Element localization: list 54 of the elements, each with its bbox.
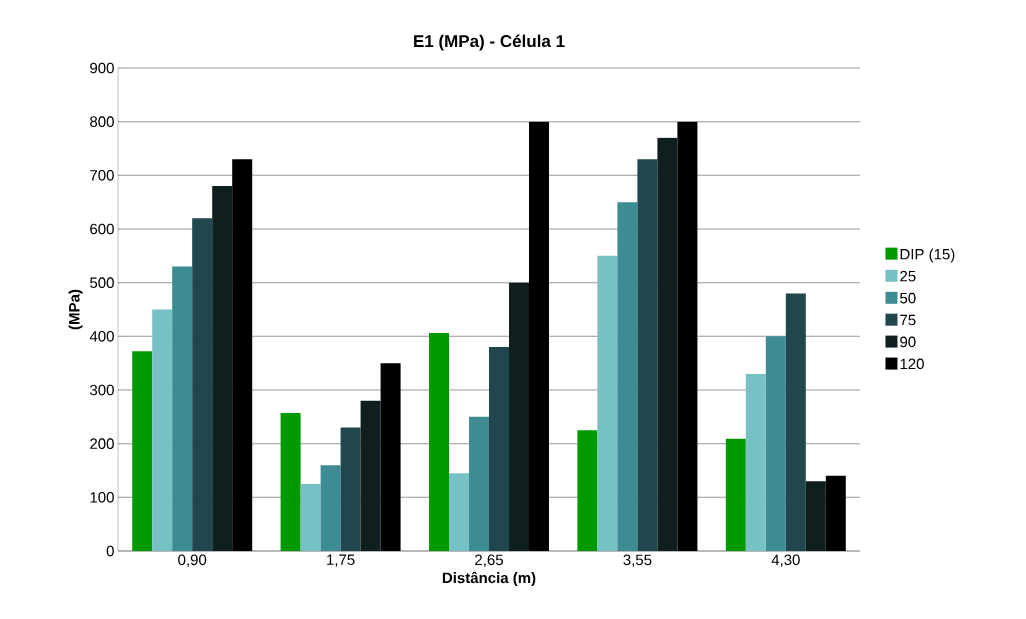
bar [429, 333, 449, 551]
legend-label: DIP (15) [900, 248, 955, 263]
bar [280, 413, 301, 551]
y-tick-label: 800 [90, 116, 114, 127]
bar [469, 416, 489, 551]
bar [192, 218, 213, 551]
y-axis-title: (MPa) [68, 289, 83, 330]
bar [300, 483, 321, 551]
bar [340, 427, 361, 551]
x-tick-label: 3,55 [623, 554, 652, 567]
bar [529, 121, 549, 551]
x-tick-label: 2,65 [475, 554, 503, 567]
bar [232, 159, 253, 551]
chart-title: E1 (MPa) - Célula 1 [414, 34, 565, 51]
x-axis-title: Distância (m) [442, 571, 536, 587]
bar [320, 465, 341, 551]
bar [577, 430, 598, 551]
bar [509, 282, 529, 551]
bar [805, 481, 826, 551]
legend-label: 50 [900, 292, 916, 304]
bar [152, 309, 173, 551]
bar [657, 137, 678, 551]
bar [172, 266, 193, 551]
y-tick-label: 300 [90, 384, 114, 396]
y-tick-label: 200 [90, 438, 114, 449]
y-tick-label: 400 [89, 331, 114, 342]
bar [132, 351, 153, 551]
legend-label: 75 [900, 314, 916, 326]
legend-label: 25 [900, 270, 916, 282]
y-tick-label: 600 [90, 223, 114, 235]
bar [677, 121, 698, 551]
y-tick-label: 100 [90, 492, 114, 503]
bar [380, 363, 401, 551]
bar [212, 186, 233, 551]
y-tick-label: 500 [90, 277, 114, 288]
bar [745, 373, 766, 551]
bar [637, 159, 658, 551]
bar [617, 202, 638, 551]
bar [765, 336, 786, 551]
x-tick-label: 0,90 [178, 554, 207, 567]
y-tick-label: 900 [90, 62, 114, 74]
bar [489, 347, 509, 551]
legend-label: 90 [900, 336, 916, 348]
bar [825, 475, 846, 551]
bar [785, 293, 806, 551]
y-tick-label: 700 [90, 170, 114, 181]
x-tick-label: 1,75 [327, 554, 355, 567]
bar [360, 400, 381, 551]
y-tick-label: 0 [106, 545, 114, 557]
bar [449, 473, 469, 551]
bar [597, 255, 618, 551]
x-tick-label: 4,30 [771, 554, 800, 567]
bar [725, 438, 746, 551]
legend-label: 120 [900, 358, 924, 370]
